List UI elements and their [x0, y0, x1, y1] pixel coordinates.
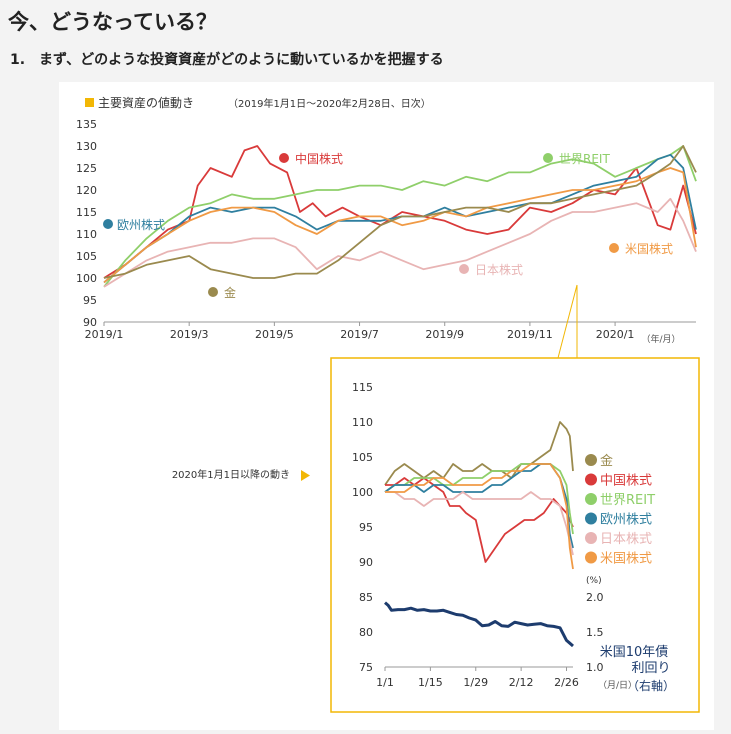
legend-label-reit: 世界REIT [600, 493, 655, 508]
inset-series-line-us [385, 463, 574, 570]
inset-y2-tick-label: 1.0 [586, 661, 604, 674]
y-tick-label: 115 [76, 206, 97, 219]
x-tick-label: 2019/11 [507, 328, 553, 341]
inset-y-tick-label: 85 [359, 591, 373, 604]
y-tick-label: 95 [83, 294, 97, 307]
legend-label-europe: 欧州株式 [600, 513, 652, 528]
y-tick-label: 120 [76, 184, 97, 197]
section-heading: 1. まず、どのような投資資産がどのように動いているかを把握する [10, 52, 444, 68]
inset-y-tick-label: 95 [359, 521, 373, 534]
series-line-us [103, 167, 697, 284]
series-dot-japan [459, 264, 469, 274]
inset-series-line-japan [385, 491, 574, 556]
chart-title: 主要資産の値動き [98, 95, 194, 110]
inset-y2-unit: (%) [586, 576, 602, 586]
inset-y-tick-label: 105 [352, 451, 373, 464]
bond-label-line3: （右軸） [627, 678, 675, 693]
y-tick-label: 100 [76, 272, 97, 285]
legend-label-china: 中国株式 [600, 474, 652, 489]
series-label-gold: 金 [224, 285, 236, 300]
series-line-japan [103, 197, 697, 288]
series-dot-europe [103, 219, 113, 229]
inset-series-line-bond [384, 601, 574, 648]
page-title: 今、どうなっている？ [8, 10, 217, 34]
x-tick-label: 2020/1 [596, 328, 635, 341]
legend-dot-china [585, 473, 597, 486]
inset-x-tick-label: 1/1 [376, 676, 394, 689]
x-tick-label: 2019/7 [340, 328, 379, 341]
inset-series-line-reit [384, 463, 574, 535]
series-label-reit: 世界REIT [559, 152, 610, 166]
legend-label-gold: 金 [600, 453, 613, 469]
legend-label-japan: 日本株式 [600, 532, 652, 547]
series-dot-us [609, 243, 619, 253]
inset-y-tick-label: 90 [359, 556, 373, 569]
y-tick-label: 130 [76, 140, 97, 153]
bond-label-line2: 利回り [631, 661, 670, 676]
x-tick-label: 2019/5 [255, 328, 294, 341]
inset-x-tick-label: 2/26 [554, 676, 579, 689]
inset-y-tick-label: 110 [352, 416, 373, 429]
y-tick-label: 90 [83, 316, 97, 329]
inset-y2-tick-label: 2.0 [586, 591, 604, 604]
inset-y-tick-label: 80 [359, 626, 373, 639]
inset-x-unit: （月/日） [598, 680, 637, 691]
series-line-gold [103, 145, 697, 279]
legend-dot-reit [585, 493, 597, 505]
series-line-reit [103, 145, 697, 288]
inset-x-tick-label: 2/12 [509, 676, 534, 689]
title-marker [85, 98, 94, 107]
bond-label-line1: 米国10年債 [600, 645, 669, 660]
inset-x-tick-label: 1/29 [463, 676, 488, 689]
caption-arrow-icon [301, 470, 310, 481]
legend-dot-us [585, 551, 597, 564]
inset-caption: 2020年1月1日以降の動き [172, 468, 290, 481]
legend-dot-japan [585, 532, 597, 544]
series-label-japan: 日本株式 [475, 262, 523, 277]
inset-series-line-gold [384, 421, 574, 486]
x-unit-label: （年/月） [641, 333, 680, 345]
series-dot-china [279, 153, 289, 163]
inset-y-tick-label: 75 [359, 661, 373, 674]
inset-x-tick-label: 1/15 [418, 676, 443, 689]
y-tick-label: 125 [76, 162, 97, 175]
inset-frame [330, 357, 700, 713]
y-tick-label: 110 [76, 228, 97, 241]
chart-subtitle: （2019年1月1日～2020年2月28日、日次） [228, 97, 431, 110]
x-tick-label: 2019/9 [425, 328, 464, 341]
series-label-china: 中国株式 [295, 151, 343, 166]
inset-y-tick-label: 100 [352, 486, 373, 499]
series-label-europe: 欧州株式 [117, 217, 165, 232]
inset-connector [557, 284, 578, 359]
x-tick-label: 2019/3 [170, 328, 209, 341]
inset-y2-tick-label: 1.5 [586, 626, 604, 639]
y-tick-label: 135 [76, 118, 97, 131]
x-tick-label: 2019/1 [85, 328, 124, 341]
legend-label-us: 米国株式 [600, 552, 652, 567]
inset-y-tick-label: 115 [352, 381, 373, 394]
legend-dot-europe [585, 512, 597, 525]
y-tick-label: 105 [76, 250, 97, 263]
inset-series-line-china [385, 477, 574, 563]
series-dot-gold [208, 287, 218, 297]
legend-dot-gold [585, 454, 597, 466]
series-dot-reit [543, 153, 553, 163]
series-label-us: 米国株式 [625, 241, 673, 256]
